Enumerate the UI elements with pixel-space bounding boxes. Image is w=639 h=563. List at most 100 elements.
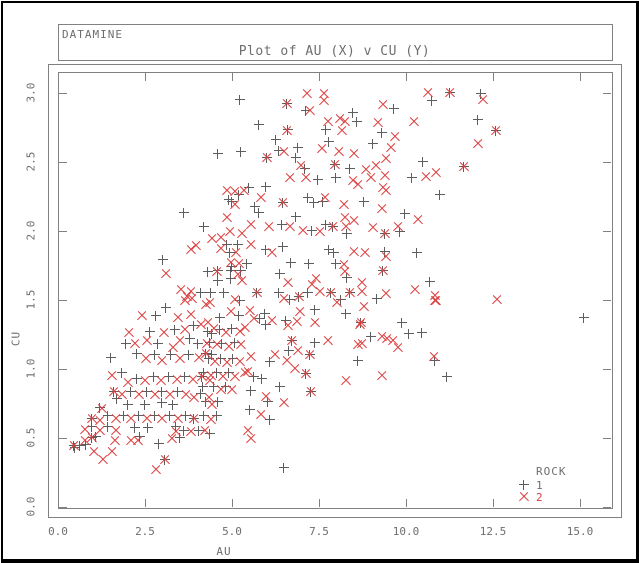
scatter-marker-rock1 [170,421,182,433]
scatter-marker-rock1 [302,192,314,204]
plot-title: Plot of AU (X) v CU (Y) [238,44,431,59]
scatter-marker-rock1 [226,261,238,273]
scatter-marker-rock1 [131,348,143,360]
scatter-marker-rock1 [253,119,265,131]
scatter-marker-rock1 [417,156,429,168]
scatter-marker-rock1 [399,208,411,220]
scatter-marker-rock1 [341,228,353,240]
scatter-marker-rock1 [211,367,223,379]
scatter-marker-rock1 [388,103,400,115]
scatter-marker-rock1 [260,319,272,331]
scatter-marker-rock1 [156,386,168,398]
scatter-marker-rock1 [202,266,214,278]
scatter-marker-rock1 [160,302,172,314]
x-tick-top [58,73,59,81]
scatter-marker-rock1 [214,324,226,336]
scatter-marker-rock1 [216,338,228,350]
scatter-marker-rock1 [434,189,446,201]
scatter-marker-rock1 [578,312,590,324]
scatter-marker-rock1 [276,219,288,231]
x-tick [493,499,494,507]
y-tick-label: 0.0 [24,496,38,517]
scatter-marker-rock1 [150,310,162,322]
y-tick [59,231,67,232]
y-tick-right [603,93,611,94]
scatter-marker-rock1 [142,422,154,434]
scatter-marker-rock1 [74,440,86,452]
scatter-marker-rock1 [193,425,205,437]
scatter-marker-rock1 [244,404,256,416]
y-tick-label: 2.5 [24,151,38,172]
scatter-marker-rock1 [379,246,391,258]
scatter-marker-rock1 [163,371,175,383]
scatter-marker-rock1 [309,337,321,349]
x-tick [58,499,59,507]
scatter-marker-rock1 [424,276,436,288]
scatter-marker-rock1 [340,308,352,320]
scatter-marker-rock1 [197,381,209,393]
scatter-marker-rock1 [323,244,335,256]
scatter-marker-rock1 [274,381,286,393]
scatter-marker-rock1 [206,349,218,361]
scatter-marker-rock1 [283,345,295,357]
scatter-marker-rock1 [214,312,226,324]
scatter-marker-rock1 [157,254,169,266]
scatter-marker-rock1 [206,328,218,340]
scatter-marker-rock1 [233,310,245,322]
scatter-marker-rock1 [102,421,114,433]
y-tick-label: 2.0 [24,220,38,241]
scatter-marker-rock1 [323,136,335,148]
scatter-marker-rock1 [149,349,161,361]
x-tick [145,499,146,507]
scatter-marker-rock1 [441,371,453,383]
scatter-marker-rock1 [224,247,236,259]
scatter-marker-rock1 [284,294,296,306]
scatter-marker-rock1 [223,367,235,379]
scatter-marker-rock1 [169,324,181,336]
y-tick-label: 3.0 [24,82,38,103]
scatter-marker-rock1 [212,396,224,408]
scatter-marker-rock1 [416,327,428,339]
scatter-marker-rock1 [200,396,212,408]
scatter-marker-rock1 [358,196,370,208]
scatter-marker-rock1 [426,95,438,107]
x-tick [319,499,320,507]
y-tick-right [603,507,611,508]
y-tick-right [603,300,611,301]
scatter-marker-rock1 [133,410,145,422]
scatter-marker-rock1 [277,241,289,253]
scatter-marker-rock1 [188,320,200,332]
scatter-marker-rock1 [249,201,261,213]
scatter-marker-rock1 [120,338,132,350]
y-tick-right [603,369,611,370]
x-tick [580,499,581,507]
x-tick-top [493,73,494,81]
plot-outer-frame [48,64,622,518]
scatter-marker-rock1 [234,295,246,307]
scatter-marker-rock1 [254,313,266,325]
scatter-marker-rock1 [317,196,329,208]
scatter-marker-rock1 [371,293,383,305]
y-axis-title: CU [9,330,23,347]
x-tick-top [580,73,581,81]
scatter-marker-rock1 [262,396,274,408]
y-tick [59,162,67,163]
scatter-marker-rock1 [148,371,160,383]
scatter-marker-rock1 [235,146,247,158]
scatter-marker-rock1 [198,221,210,233]
scatter-marker-rock1 [292,142,304,154]
scatter-marker-rock1 [312,174,324,186]
scatter-marker-rock1 [211,410,223,422]
y-tick-label: 0.5 [24,427,38,448]
scatter-marker-rock1 [144,326,156,338]
x-tick-label: 15.0 [566,525,594,538]
scatter-marker-rock1 [167,399,179,411]
scatter-marker-rock1 [198,410,210,422]
y-tick-right [603,231,611,232]
legend-item-rock2: 2 [536,491,543,504]
scatter-marker-rock1 [330,258,342,270]
scatter-marker-rock1 [320,124,332,136]
app-label: DATAMINE [62,28,123,41]
scatter-marker-rock1 [179,371,191,383]
